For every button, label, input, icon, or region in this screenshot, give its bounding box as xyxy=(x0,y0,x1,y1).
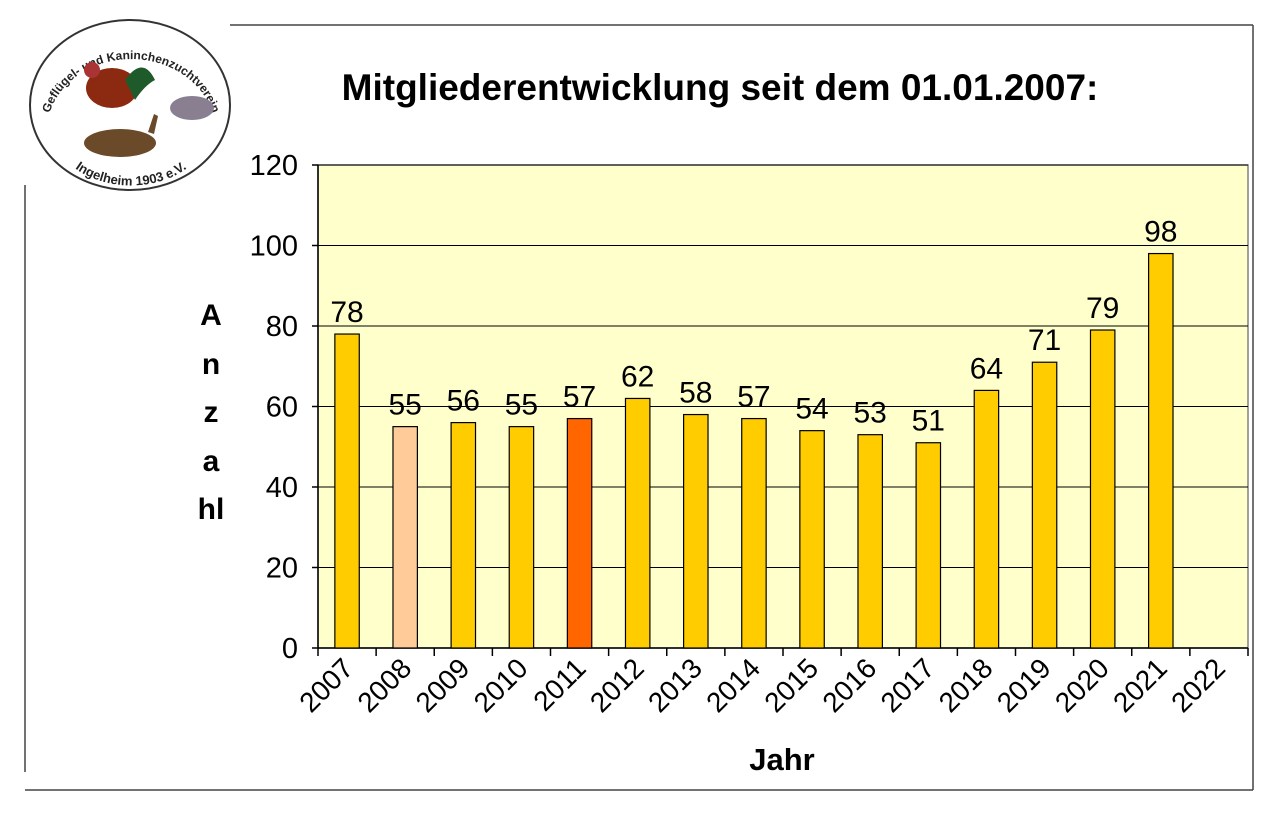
value-label: 98 xyxy=(1144,216,1177,249)
x-tick-label: 2008 xyxy=(351,652,417,718)
value-label: 55 xyxy=(505,389,538,422)
y-tick-label: 40 xyxy=(266,472,298,504)
x-tick-label: 2017 xyxy=(875,652,941,718)
x-tick-label: 2019 xyxy=(991,652,1057,718)
x-tick-label: 2014 xyxy=(700,652,766,718)
bar xyxy=(624,397,651,649)
x-tick-label: 2021 xyxy=(1107,652,1173,718)
x-tick-label: 2016 xyxy=(816,652,882,718)
x-tick-label: 2013 xyxy=(642,652,708,718)
value-label: 78 xyxy=(330,296,363,329)
value-label: 53 xyxy=(854,397,887,430)
bar xyxy=(799,430,825,649)
value-label: 64 xyxy=(970,352,1003,385)
y-tick-label: 60 xyxy=(266,392,298,424)
rooster-head xyxy=(84,62,100,78)
rabbit xyxy=(84,129,156,157)
x-tick-label: 2020 xyxy=(1049,652,1115,718)
bar xyxy=(392,426,418,649)
chart-title: Mitgliederentwicklung seit dem 01.01.200… xyxy=(342,67,1099,108)
bar xyxy=(1089,329,1116,649)
logo-ring xyxy=(29,19,231,191)
bar xyxy=(450,422,477,649)
bar xyxy=(683,413,709,649)
y-tick-label: 0 xyxy=(282,633,298,665)
value-label: 58 xyxy=(679,377,712,410)
value-label: 55 xyxy=(389,389,422,422)
bar xyxy=(857,434,883,649)
x-tick-label: 2012 xyxy=(584,652,650,718)
value-label: 71 xyxy=(1028,324,1061,357)
x-axis-title: Jahr xyxy=(749,742,814,777)
rabbit-ear xyxy=(148,114,158,134)
value-label: 79 xyxy=(1086,292,1119,325)
bar xyxy=(1031,361,1058,649)
value-label: 54 xyxy=(795,393,828,426)
value-label: 62 xyxy=(621,360,654,393)
bar xyxy=(334,333,360,649)
x-tick-label: 2011 xyxy=(527,652,592,717)
bar xyxy=(1148,252,1174,649)
y-tick-label: 20 xyxy=(266,553,298,585)
rooster-tail xyxy=(125,67,155,100)
y-tick-label: 80 xyxy=(266,311,298,343)
x-tick-label: 2022 xyxy=(1165,652,1231,718)
logo: Geflügel- und Kaninchenzuchtverein Ingel… xyxy=(29,19,231,191)
bar xyxy=(741,417,767,649)
x-tick-label: 2015 xyxy=(758,652,824,718)
x-tick-label: 2018 xyxy=(933,652,999,718)
bar xyxy=(973,389,1000,649)
value-label: 51 xyxy=(912,405,945,438)
x-tick-label: 2009 xyxy=(410,652,476,718)
value-label: 56 xyxy=(447,385,480,418)
bar xyxy=(566,417,593,649)
y-tick-label: 100 xyxy=(250,231,298,263)
y-tick-label: 120 xyxy=(250,150,298,182)
x-tick-label: 2010 xyxy=(468,652,534,718)
bar xyxy=(508,426,535,649)
value-label: 57 xyxy=(563,381,596,414)
bar xyxy=(915,442,942,649)
pigeon xyxy=(170,96,214,120)
value-label: 57 xyxy=(737,381,770,414)
x-tick-label: 2007 xyxy=(293,652,359,718)
y-axis-title: Anzahl xyxy=(197,299,225,526)
rooster xyxy=(86,68,138,108)
